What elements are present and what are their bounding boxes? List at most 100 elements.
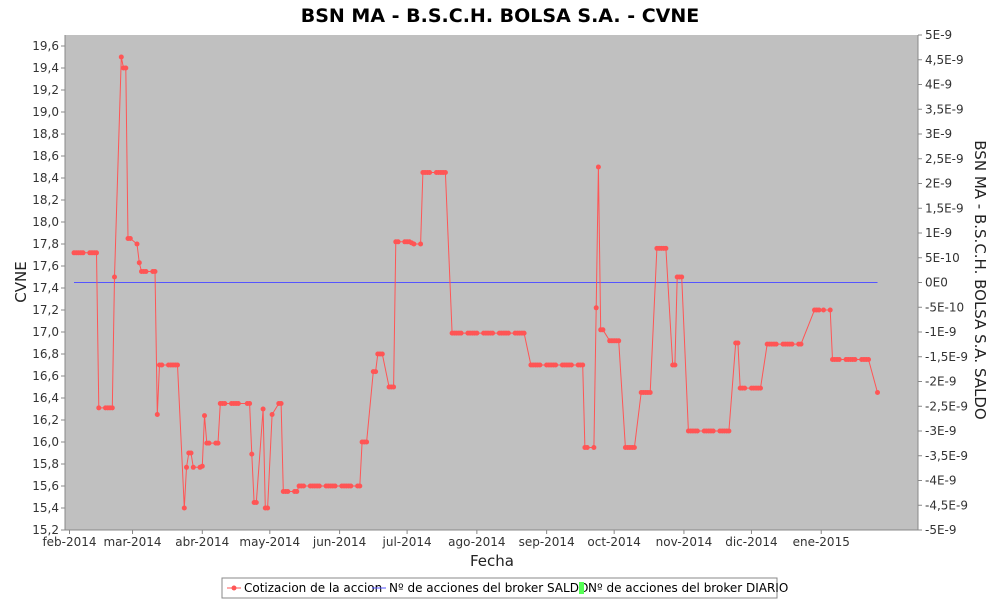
price-point (591, 445, 597, 450)
price-point (127, 236, 133, 241)
x-tick-label: ene-2015 (793, 535, 850, 549)
price-point (348, 483, 354, 489)
y-tick-label: 16,4 (32, 391, 59, 405)
price-point (395, 239, 401, 245)
price-point (789, 341, 795, 347)
y-tick-label: 17,0 (32, 325, 59, 339)
price-point (109, 405, 115, 411)
price-point (694, 428, 700, 434)
y2-tick-label: 3E-9 (925, 127, 952, 141)
y-tick-label: 15,8 (32, 457, 59, 471)
y2-tick-label: -4,5E-9 (925, 498, 968, 512)
legend-box (221, 577, 778, 599)
y2-tick-label: -3,5E-9 (925, 449, 968, 463)
price-point (595, 164, 601, 170)
price-point (364, 439, 370, 445)
price-point (316, 483, 322, 489)
price-point (735, 340, 741, 346)
y-tick-label: 16,8 (32, 347, 59, 361)
y-tick-label: 16,2 (32, 413, 59, 427)
y2-tick-label: 5E-10 (925, 251, 960, 265)
price-point (773, 341, 779, 347)
x-tick-label: jun-2014 (312, 535, 366, 549)
price-point (816, 307, 822, 313)
y-tick-label: 17,4 (32, 281, 59, 295)
x-axis-label: Fecha (470, 552, 514, 570)
price-point (490, 330, 496, 336)
y-tick-label: 16,6 (32, 369, 59, 383)
price-point (206, 440, 212, 446)
y-tick-label: 15,6 (32, 479, 59, 493)
price-point (758, 385, 763, 391)
y-tick-label: 18,4 (32, 171, 59, 185)
y2-tick-label: -5E-9 (925, 523, 957, 537)
y2-tick-label: 0E0 (925, 276, 948, 290)
y2-tick-label: 2,5E-9 (925, 152, 964, 166)
price-point (143, 269, 149, 274)
price-point (553, 362, 559, 368)
y2-tick-label: -1E-9 (925, 325, 957, 339)
y-tick-label: 18,8 (32, 127, 59, 141)
price-point (96, 405, 102, 411)
price-point (202, 413, 207, 419)
x-tick-label: oct-2014 (587, 535, 641, 549)
price-point (580, 362, 586, 368)
price-point (672, 362, 678, 368)
price-point (134, 241, 140, 247)
price-point (427, 170, 433, 175)
price-point (235, 401, 241, 406)
price-point (199, 463, 205, 469)
y-tick-label: 15,2 (32, 523, 59, 537)
price-point (631, 445, 637, 450)
price-point (123, 65, 129, 71)
y-tick-label: 19,0 (32, 105, 59, 119)
price-point (294, 489, 300, 494)
price-point (593, 305, 599, 311)
x-tick-label: may-2014 (239, 535, 300, 549)
price-point (568, 362, 574, 368)
price-point (285, 489, 291, 494)
y2-tick-label: -3E-9 (925, 424, 957, 438)
price-point (265, 505, 271, 511)
y-tick-label: 19,6 (32, 39, 59, 53)
price-point (215, 440, 221, 446)
legend-label-price: Cotizacion de la accion (244, 581, 382, 595)
x-tick-label: abr-2014 (175, 535, 229, 549)
price-point (247, 401, 253, 406)
y2-tick-label: 5E-9 (925, 28, 952, 42)
y-tick-label: 19,4 (32, 61, 59, 75)
y2-tick-label: 4E-9 (925, 78, 952, 92)
y2-tick-label: -1,5E-9 (925, 350, 968, 364)
y-tick-label: 18,2 (32, 193, 59, 207)
y-tick-label: 16,0 (32, 435, 59, 449)
price-point (301, 483, 307, 489)
price-point (373, 369, 379, 375)
price-point (188, 450, 194, 456)
price-point (118, 54, 124, 60)
x-tick-label: nov-2014 (656, 535, 713, 549)
price-point (663, 245, 669, 251)
price-point (821, 307, 826, 313)
price-point (521, 330, 527, 336)
price-point (159, 362, 165, 368)
price-point (798, 341, 804, 347)
y-axis-label: CVNE (12, 261, 30, 302)
price-point (710, 428, 716, 434)
y2-axis-label: BSN MA - B.S.C.H. BOLSA S.A. SALDO (971, 140, 989, 419)
y-tick-label: 17,2 (32, 303, 59, 317)
price-point (357, 483, 363, 489)
x-tick-label: jul-2014 (382, 535, 432, 549)
price-point (175, 362, 180, 368)
x-axis: feb-2014 mar-2014 abr-2014 may-2014 jun-2014… (42, 529, 918, 549)
price-point (458, 330, 464, 336)
price-point (391, 384, 397, 390)
y2-tick-label: 2E-9 (925, 177, 952, 191)
price-point (866, 357, 871, 362)
price-point (269, 412, 275, 417)
price-point (181, 505, 187, 511)
price-point (190, 464, 196, 470)
chart-title: BSN MA - B.S.C.H. BOLSA S.A. - CVNE (301, 5, 699, 27)
y2-tick-label: -2E-9 (925, 375, 957, 389)
